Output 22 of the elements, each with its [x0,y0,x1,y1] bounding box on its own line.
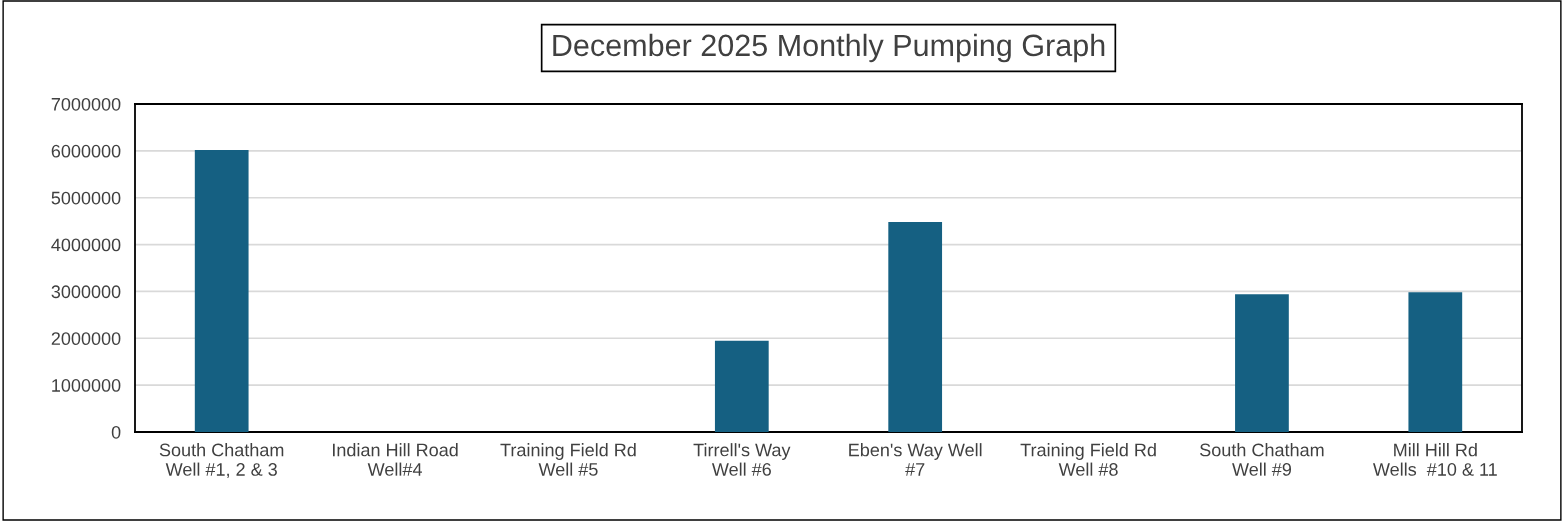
bar [1408,292,1463,432]
y-tick-label: 1000000 [52,379,121,392]
x-tick-label: Eben's Way Well #7 [849,443,982,476]
x-tick-label: Mill Hill Rd Wells #10 & 11 [1372,443,1497,476]
y-tick-label: 7000000 [51,97,121,111]
x-tick-label: South Chatham Well #9 [1200,443,1324,476]
chart-title: December 2025 Monthly Pumping Graph [553,33,1105,63]
bar [888,222,943,432]
x-tick-label: South Chatham Well #1, 2 & 3 [159,443,284,478]
x-tick-label: Training Field Rd Well #8 [1020,443,1156,476]
bar [714,340,769,432]
bar [1235,294,1289,432]
y-tick-label: 6000000 [51,144,121,158]
x-tick-label: Tirrell's Way Well #6 [693,443,791,476]
y-tick-label: 4000000 [51,238,121,252]
x-tick-label: Indian Hill Road Well#4 [333,443,458,476]
x-tick-label: Training Field Rd Well #5 [500,443,636,476]
y-tick-label: 2000000 [51,332,121,346]
y-tick-label: 0 [111,425,121,439]
y-tick-label: 5000000 [51,191,121,205]
bar [194,149,249,432]
y-tick-label: 3000000 [51,285,121,299]
